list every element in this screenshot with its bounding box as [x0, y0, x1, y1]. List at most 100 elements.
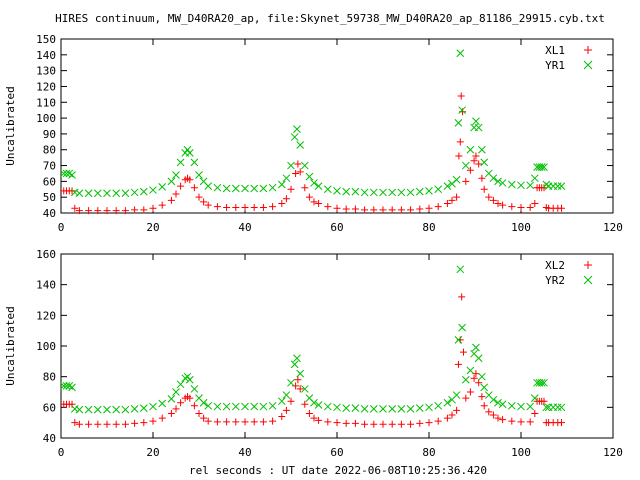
- data-point: [278, 413, 286, 421]
- data-point: [213, 402, 222, 411]
- data-point: [489, 411, 497, 419]
- data-point: [177, 182, 185, 190]
- data-point: [176, 380, 185, 389]
- data-point: [456, 138, 464, 146]
- data-point: [62, 169, 71, 178]
- data-point: [452, 175, 461, 184]
- data-point: [195, 193, 203, 201]
- data-point: [140, 419, 148, 427]
- data-point: [310, 198, 318, 206]
- y-tick-label: 160: [36, 248, 56, 261]
- data-point: [93, 405, 102, 414]
- data-point: [75, 189, 84, 198]
- data-point: [342, 187, 351, 196]
- data-point: [232, 418, 240, 426]
- data-point: [456, 49, 465, 58]
- plot-panel-2: 40 60 80 100 120 140 160 0 20 40 60 80 100 120 Uncalib…: [4, 248, 623, 459]
- data-point: [293, 125, 301, 134]
- data-point: [517, 203, 525, 211]
- data-point: [259, 402, 268, 411]
- data-point: [241, 203, 249, 211]
- data-point: [223, 203, 231, 211]
- data-point: [480, 158, 489, 167]
- data-point: [448, 411, 456, 419]
- data-point: [530, 394, 539, 402]
- data-point: [553, 403, 562, 412]
- data-point: [250, 402, 259, 411]
- data-point: [425, 403, 433, 412]
- data-point: [360, 405, 369, 413]
- data-point: [287, 397, 295, 405]
- data-point: [269, 417, 277, 425]
- data-point: [149, 417, 157, 425]
- data-point: [199, 398, 208, 407]
- data-point: [407, 420, 415, 428]
- data-point: [112, 420, 120, 428]
- data-point: [443, 414, 451, 422]
- data-point: [462, 177, 470, 185]
- data-point: [323, 185, 332, 194]
- data-point: [190, 385, 199, 393]
- y-tick-label: 150: [36, 33, 56, 46]
- data-point: [379, 405, 387, 413]
- chart-title: HIRES continuum, MW_D40RA20_ap, file:Sky…: [55, 12, 605, 25]
- data-point: [70, 188, 79, 197]
- y-tick-label: 140: [36, 279, 56, 292]
- data-point: [287, 161, 295, 170]
- data-point: [158, 183, 167, 191]
- data-point: [478, 145, 486, 154]
- data-point: [172, 388, 180, 396]
- data-point: [103, 420, 111, 428]
- data-point: [443, 398, 452, 407]
- data-point: [397, 420, 405, 428]
- data-point: [68, 187, 76, 195]
- y-tick-label: 40: [43, 432, 56, 445]
- data-point: [231, 184, 240, 193]
- data-point: [277, 180, 286, 189]
- data-point: [301, 400, 309, 408]
- data-point: [62, 382, 71, 390]
- y-tick-label: 140: [36, 49, 56, 62]
- series-YR1: [59, 49, 566, 198]
- data-point: [453, 193, 461, 201]
- data-point: [457, 92, 465, 100]
- data-point: [557, 204, 565, 212]
- data-point: [333, 187, 341, 195]
- data-point: [200, 414, 208, 422]
- data-point: [183, 145, 192, 154]
- data-point: [508, 203, 516, 211]
- data-point: [542, 180, 551, 189]
- data-point: [351, 404, 360, 412]
- plot-panel-1: 40 50 60 70 80 90 100 110 120 130 140 150 0 20 40 60 80 1…: [4, 33, 623, 234]
- data-point: [85, 207, 93, 215]
- data-point: [185, 149, 194, 157]
- data-point: [466, 366, 475, 375]
- x-tick-label: 120: [603, 221, 623, 234]
- data-point: [241, 402, 249, 411]
- data-point: [75, 207, 83, 215]
- data-point: [531, 409, 539, 417]
- data-point: [517, 181, 525, 190]
- x-tick-label: 80: [422, 221, 435, 234]
- data-point: [324, 203, 332, 211]
- x-tick-label: 40: [238, 446, 251, 459]
- data-point: [103, 405, 111, 414]
- data-point: [379, 188, 387, 197]
- data-point: [232, 203, 240, 211]
- legend-label: XL2: [545, 259, 565, 272]
- data-point: [466, 166, 474, 174]
- data-point: [158, 399, 167, 408]
- data-point: [508, 417, 516, 425]
- data-point: [360, 188, 369, 197]
- data-point: [351, 419, 359, 427]
- y-tick-label: 100: [36, 112, 56, 125]
- data-point: [282, 174, 291, 183]
- data-point: [462, 394, 470, 402]
- data-point: [139, 187, 148, 196]
- data-point: [526, 402, 535, 411]
- data-point: [130, 405, 139, 413]
- data-point: [250, 184, 259, 193]
- data-point: [93, 189, 102, 198]
- data-point: [121, 420, 129, 428]
